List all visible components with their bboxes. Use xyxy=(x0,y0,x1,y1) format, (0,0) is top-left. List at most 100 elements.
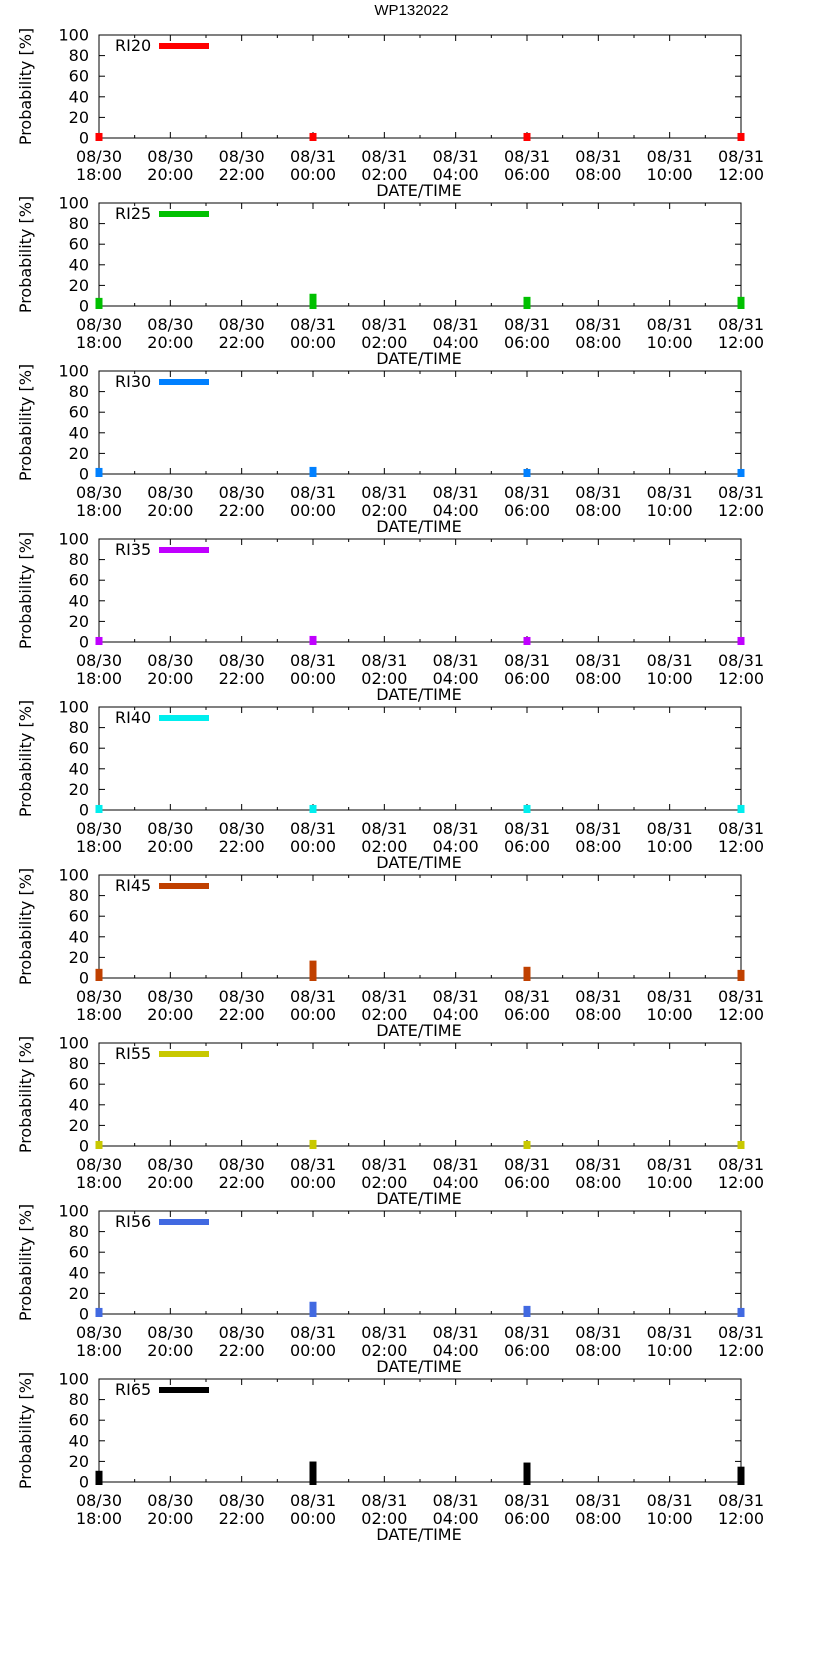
y-tick-label: 80 xyxy=(69,718,89,737)
y-tick-label: 0 xyxy=(79,1473,89,1492)
x-tick-label-time: 06:00 xyxy=(504,669,550,688)
x-tick-label-date: 08/31 xyxy=(290,483,336,502)
x-tick-label-time: 04:00 xyxy=(433,1341,479,1360)
x-tick-label-time: 12:00 xyxy=(718,1341,764,1360)
chart-panel-ri40: 02040608010008/3018:0008/3020:0008/3022:… xyxy=(16,698,764,873)
x-tick-label-time: 20:00 xyxy=(147,1005,193,1024)
x-tick-label-date: 08/30 xyxy=(219,1323,265,1342)
x-tick-label-time: 04:00 xyxy=(433,837,479,856)
x-axis-label: DATE/TIME xyxy=(376,1357,461,1376)
x-tick-label-time: 08:00 xyxy=(575,165,621,184)
data-bar xyxy=(95,467,103,477)
x-tick-label-date: 08/31 xyxy=(361,1155,407,1174)
y-tick-label: 80 xyxy=(69,550,89,569)
y-tick-label: 60 xyxy=(69,1075,89,1094)
y-tick-label: 100 xyxy=(58,1034,89,1053)
x-tick-label-date: 08/30 xyxy=(219,651,265,670)
y-tick-label: 40 xyxy=(69,1431,89,1450)
y-tick-label: 60 xyxy=(69,67,89,86)
x-tick-label-date: 08/31 xyxy=(504,1155,550,1174)
x-tick-label-date: 08/31 xyxy=(504,987,550,1006)
x-tick-label-date: 08/31 xyxy=(718,483,764,502)
x-tick-label-time: 18:00 xyxy=(76,501,122,520)
y-tick-label: 40 xyxy=(69,759,89,778)
x-tick-label-time: 18:00 xyxy=(76,1005,122,1024)
x-tick-label-date: 08/31 xyxy=(647,651,693,670)
x-tick-label-time: 04:00 xyxy=(433,1173,479,1192)
x-tick-label-date: 08/31 xyxy=(290,315,336,334)
chart-panel-ri45: 02040608010008/3018:0008/3020:0008/3022:… xyxy=(16,866,764,1041)
x-tick-label-date: 08/31 xyxy=(575,483,621,502)
data-bar xyxy=(523,804,531,813)
x-tick-label-time: 22:00 xyxy=(219,1341,265,1360)
x-tick-label-time: 18:00 xyxy=(76,1341,122,1360)
x-tick-label-date: 08/31 xyxy=(647,987,693,1006)
x-tick-label-time: 20:00 xyxy=(147,669,193,688)
x-tick-label-time: 00:00 xyxy=(290,165,336,184)
data-bar xyxy=(95,1307,103,1317)
x-tick-label-time: 12:00 xyxy=(718,1173,764,1192)
data-bar xyxy=(95,1140,103,1149)
x-tick-label-time: 08:00 xyxy=(575,1509,621,1528)
x-tick-label-time: 12:00 xyxy=(718,165,764,184)
plot-frame xyxy=(98,202,742,307)
x-tick-label-time: 00:00 xyxy=(290,501,336,520)
legend-label: RI56 xyxy=(115,1212,151,1231)
data-bar xyxy=(309,804,317,813)
data-bar xyxy=(523,132,531,141)
data-bar xyxy=(737,1140,745,1149)
x-tick-label-time: 10:00 xyxy=(647,1005,693,1024)
x-tick-label-time: 08:00 xyxy=(575,837,621,856)
plot-frame xyxy=(98,1378,742,1483)
x-tick-label-time: 18:00 xyxy=(76,1173,122,1192)
plot-frame xyxy=(98,874,742,979)
y-axis-label: Probability [%] xyxy=(16,364,35,481)
x-tick-label-date: 08/30 xyxy=(147,1323,193,1342)
x-tick-label-date: 08/31 xyxy=(290,1323,336,1342)
data-bar xyxy=(737,296,745,309)
x-tick-label-time: 02:00 xyxy=(361,837,407,856)
x-tick-label-time: 10:00 xyxy=(647,1341,693,1360)
x-tick-label-time: 06:00 xyxy=(504,1173,550,1192)
x-tick-label-date: 08/31 xyxy=(361,1323,407,1342)
y-tick-label: 20 xyxy=(69,1284,89,1303)
x-tick-label-date: 08/30 xyxy=(219,147,265,166)
x-tick-label-date: 08/31 xyxy=(718,987,764,1006)
x-tick-label-date: 08/31 xyxy=(718,1155,764,1174)
x-tick-label-date: 08/31 xyxy=(575,315,621,334)
x-tick-label-time: 06:00 xyxy=(504,837,550,856)
x-tick-label-time: 22:00 xyxy=(219,165,265,184)
x-tick-label-time: 12:00 xyxy=(718,1509,764,1528)
x-tick-label-time: 00:00 xyxy=(290,1005,336,1024)
x-tick-label-time: 20:00 xyxy=(147,837,193,856)
x-tick-label-date: 08/31 xyxy=(433,987,479,1006)
x-tick-label-time: 18:00 xyxy=(76,333,122,352)
x-tick-label-time: 10:00 xyxy=(647,1173,693,1192)
x-tick-label-date: 08/31 xyxy=(290,1491,336,1510)
x-tick-label-date: 08/31 xyxy=(290,987,336,1006)
chart-panel-ri30: 02040608010008/3018:0008/3020:0008/3022:… xyxy=(16,362,764,537)
y-tick-label: 100 xyxy=(58,530,89,549)
x-tick-label-date: 08/31 xyxy=(647,483,693,502)
x-tick-label-date: 08/31 xyxy=(504,1491,550,1510)
plot-frame xyxy=(98,706,742,811)
x-tick-label-time: 02:00 xyxy=(361,669,407,688)
x-tick-label-time: 22:00 xyxy=(219,837,265,856)
x-tick-label-time: 10:00 xyxy=(647,165,693,184)
x-tick-label-date: 08/30 xyxy=(147,483,193,502)
x-tick-label-date: 08/30 xyxy=(76,483,122,502)
page-title: WP132022 xyxy=(374,2,449,19)
x-tick-label-date: 08/31 xyxy=(575,147,621,166)
x-tick-label-date: 08/30 xyxy=(219,315,265,334)
x-tick-label-date: 08/30 xyxy=(76,147,122,166)
x-tick-label-date: 08/31 xyxy=(718,1323,764,1342)
x-tick-label-time: 10:00 xyxy=(647,837,693,856)
y-tick-label: 40 xyxy=(69,255,89,274)
x-tick-label-time: 12:00 xyxy=(718,501,764,520)
x-tick-label-date: 08/31 xyxy=(647,1323,693,1342)
x-tick-label-time: 06:00 xyxy=(504,501,550,520)
x-tick-label-date: 08/31 xyxy=(504,483,550,502)
x-tick-label-date: 08/31 xyxy=(361,987,407,1006)
data-bar xyxy=(95,804,103,813)
